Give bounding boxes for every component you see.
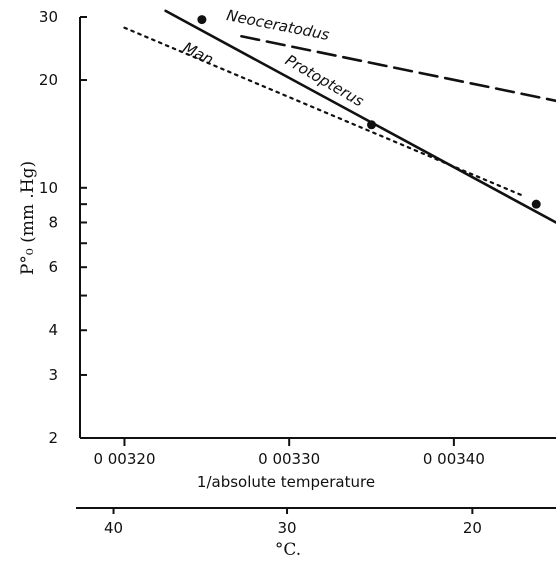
y-axis-title: P°₀ (mm .Hg)	[18, 161, 38, 275]
y-tick-label-10: 10	[39, 179, 58, 197]
series-label-neoceratodus: Neoceratodus	[225, 6, 331, 44]
point-layer	[197, 15, 541, 209]
x-tick-label-2: 0 00340	[423, 450, 485, 468]
celsius-tick-label-2: 20	[463, 519, 482, 537]
data-point-2	[531, 199, 541, 209]
y-ticks: 2 3 4 6 8 10 20 30	[39, 8, 87, 447]
series-layer	[123, 9, 556, 224]
data-point-0	[197, 15, 207, 25]
celsius-axis: 40 30 20	[76, 507, 556, 537]
y-tick-label-2: 2	[48, 429, 58, 447]
x-tick-label-0: 0 00320	[93, 450, 155, 468]
series-line-man	[123, 26, 525, 197]
y-tick-label-6: 6	[48, 258, 58, 276]
y-tick-label-8: 8	[48, 213, 58, 231]
y-tick-label-4: 4	[48, 321, 58, 339]
series-line-protopterus	[164, 9, 556, 224]
series-line-neoceratodus	[240, 34, 556, 103]
x-ticks: 0 00320 0 00330 0 00340	[93, 438, 485, 468]
celsius-tick-label-1: 30	[277, 519, 296, 537]
y-tick-label-3: 3	[48, 366, 58, 384]
celsius-tick-label-0: 40	[104, 519, 123, 537]
data-point-1	[367, 120, 377, 130]
y-tick-label-30: 30	[39, 8, 58, 26]
y-tick-label-20: 20	[39, 71, 58, 89]
x-tick-label-1: 0 00330	[258, 450, 320, 468]
x-axis-title: 1/absolute temperature	[197, 473, 375, 491]
series-label-man: Man	[180, 38, 216, 68]
celsius-axis-title: °C.	[275, 540, 301, 560]
